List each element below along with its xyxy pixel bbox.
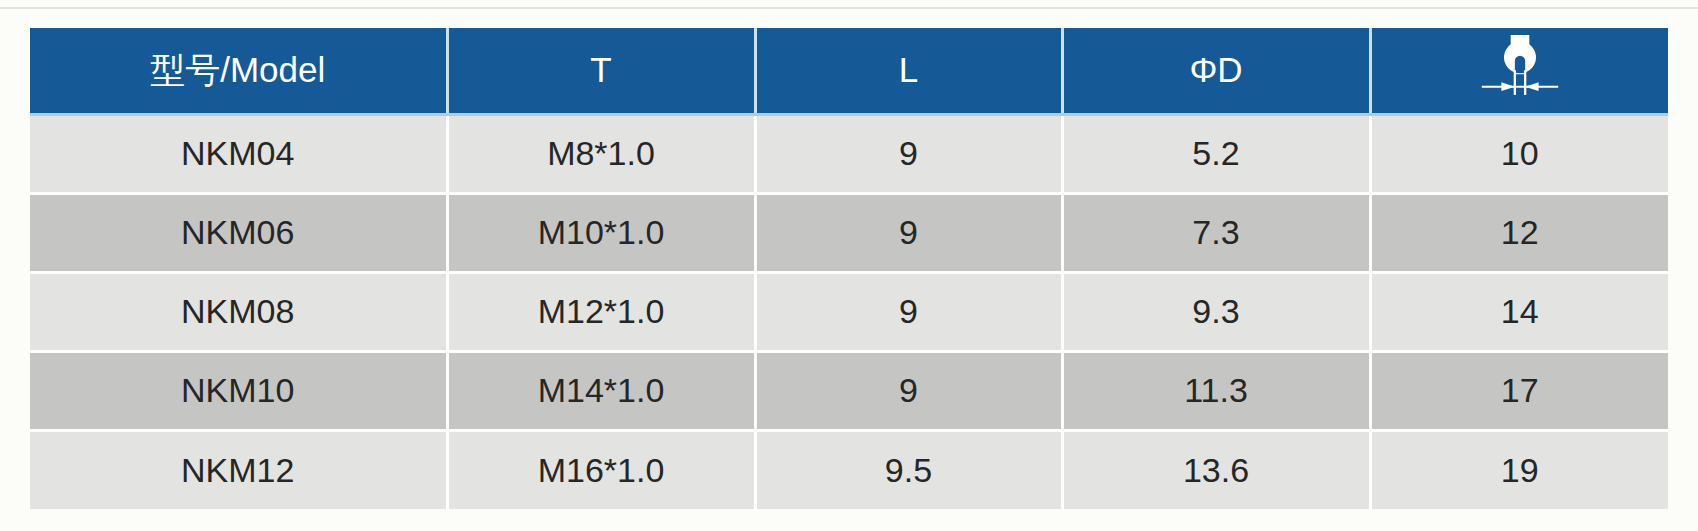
cell-model: NKM12: [30, 430, 447, 509]
page-top-rule: [0, 7, 1698, 9]
cell-l: 9: [755, 272, 1062, 351]
table-row: NKM08 M12*1.0 9 9.3 14: [30, 272, 1668, 351]
cell-model: NKM06: [30, 193, 447, 272]
table-row: NKM10 M14*1.0 9 11.3 17: [30, 351, 1668, 430]
cell-d: 11.3: [1062, 351, 1370, 430]
cell-l: 9: [755, 351, 1062, 430]
spec-table: 型号/Model T L ΦD: [30, 28, 1668, 509]
cell-wrench: 14: [1370, 272, 1668, 351]
cell-d: 5.2: [1062, 114, 1370, 193]
cell-wrench: 10: [1370, 114, 1668, 193]
cell-t: M8*1.0: [447, 114, 755, 193]
spec-table-header: 型号/Model T L ΦD: [30, 28, 1668, 114]
header-row: 型号/Model T L ΦD: [30, 28, 1668, 114]
table-row: NKM04 M8*1.0 9 5.2 10: [30, 114, 1668, 193]
column-header-l: L: [755, 28, 1062, 114]
cell-l: 9.5: [755, 430, 1062, 509]
table-row: NKM06 M10*1.0 9 7.3 12: [30, 193, 1668, 272]
table-row: NKM12 M16*1.0 9.5 13.6 19: [30, 430, 1668, 509]
cell-wrench: 12: [1370, 193, 1668, 272]
column-header-d: ΦD: [1062, 28, 1370, 114]
wrench-size-icon: [1476, 35, 1564, 97]
cell-model: NKM10: [30, 351, 447, 430]
cell-t: M12*1.0: [447, 272, 755, 351]
column-header-wrench: [1370, 28, 1668, 114]
cell-t: M16*1.0: [447, 430, 755, 509]
cell-t: M14*1.0: [447, 351, 755, 430]
cell-model: NKM08: [30, 272, 447, 351]
cell-model: NKM04: [30, 114, 447, 193]
catalog-page: 型号/Model T L ΦD: [0, 0, 1698, 531]
spec-table-body: NKM04 M8*1.0 9 5.2 10 NKM06 M10*1.0 9 7.…: [30, 114, 1668, 509]
cell-d: 7.3: [1062, 193, 1370, 272]
cell-wrench: 17: [1370, 351, 1668, 430]
cell-wrench: 19: [1370, 430, 1668, 509]
cell-d: 13.6: [1062, 430, 1370, 509]
column-header-model: 型号/Model: [30, 28, 447, 114]
column-header-t: T: [447, 28, 755, 114]
cell-t: M10*1.0: [447, 193, 755, 272]
cell-l: 9: [755, 114, 1062, 193]
cell-l: 9: [755, 193, 1062, 272]
cell-d: 9.3: [1062, 272, 1370, 351]
